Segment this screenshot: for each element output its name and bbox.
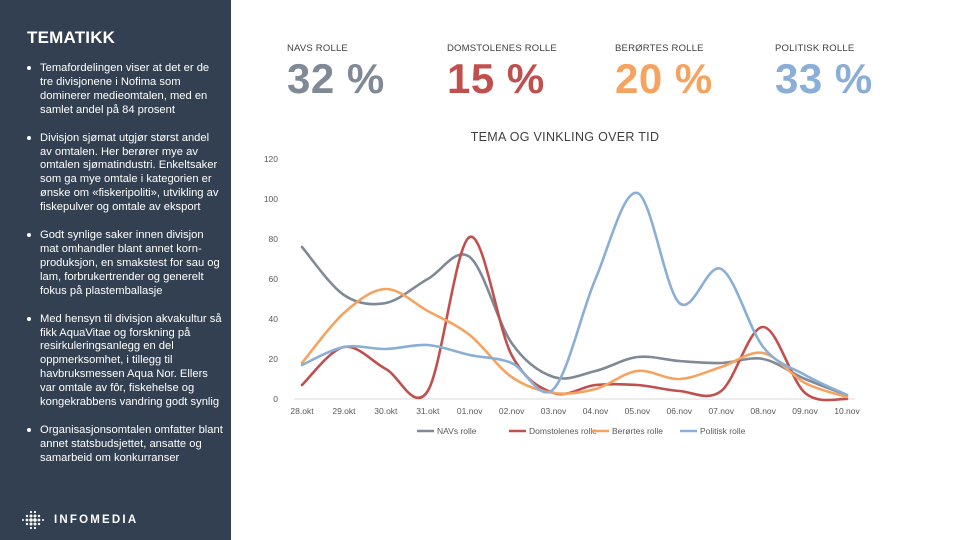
series-line-3 [300,191,849,397]
legend-label: Berørtes rolle [612,426,663,436]
x-tick-label: 04.nov [583,406,609,416]
x-tick-label: 30.okt [374,406,398,416]
chart-title: TEMA OG VINKLING OVER TID [470,130,660,144]
x-tick-label: 08.nov [750,406,776,416]
bullet-item: Organisasjonsomtalen omfatter blant anne… [27,424,223,466]
logo-text: INFOMEDIA [54,514,139,526]
x-tick-label: 06.nov [667,406,693,416]
bullet-item: Temafordelingen viser at det er de tre d… [27,62,223,118]
kpi-value: 33 % [775,55,873,102]
kpi-value: 20 % [615,55,713,102]
x-tick-label: 31.okt [416,406,440,416]
y-tick-label: 80 [269,234,279,244]
x-tick-label: 10.nov [834,406,860,416]
x-tick-label: 01.nov [457,406,483,416]
y-tick-label: 120 [264,154,278,164]
kpi-label: BERØRTES ROLLE [615,43,704,54]
x-tick-label: 28.okt [290,406,314,416]
logo-dots-icon [22,510,44,530]
legend-label: NAVs rolle [437,426,477,436]
x-tick-label: 05.nov [625,406,651,416]
legend-label: Politisk rolle [700,426,746,436]
bullet-item: Med hensyn til divisjon akvakultur så fi… [27,313,223,410]
kpi-berortes: BERØRTES ROLLE 20 % [615,43,713,102]
x-tick-label: 03.nov [541,406,567,416]
y-tick-label: 100 [264,194,278,204]
y-tick-label: 40 [269,314,279,324]
x-tick-label: 02.nov [499,406,525,416]
sidebar: TEMATIKK Temafordelingen viser at det er… [0,0,231,540]
x-tick-label: 07.nov [708,406,734,416]
kpi-label: NAVS ROLLE [287,43,348,54]
kpi-label: DOMSTOLENES ROLLE [447,43,557,54]
legend-label: Domstolenes rolle [529,426,597,436]
line-chart: 0 20 40 60 80 100 120 28.okt 29.okt 30.okt 31.okt 0… [264,154,861,436]
y-tick-label: 60 [269,274,279,284]
x-tick-label: 09.nov [792,406,818,416]
kpi-label: POLITISK ROLLE [775,43,855,54]
y-tick-label: 20 [269,354,279,364]
kpi-value: 32 % [287,55,385,102]
kpi-domstolenes: DOMSTOLENES ROLLE 15 % [447,43,557,102]
series-line-0 [300,245,849,397]
kpi-value: 15 % [447,55,545,102]
bullet-item: Godt synlige saker innen divisjon mat om… [27,229,223,299]
bullet-list: Temafordelingen viser at det er de tre d… [27,62,223,480]
kpi-politisk: POLITISK ROLLE 33 % [775,43,873,102]
logo: INFOMEDIA [20,508,138,532]
series-line-2 [300,287,849,399]
sidebar-title: TEMATIKK [27,28,116,47]
kpi-navs: NAVS ROLLE 32 % [287,43,385,102]
y-tick-label: 0 [273,394,278,404]
x-tick-label: 29.okt [332,406,356,416]
bullet-item: Divisjon sjømat utgjør størst andel av o… [27,132,223,215]
